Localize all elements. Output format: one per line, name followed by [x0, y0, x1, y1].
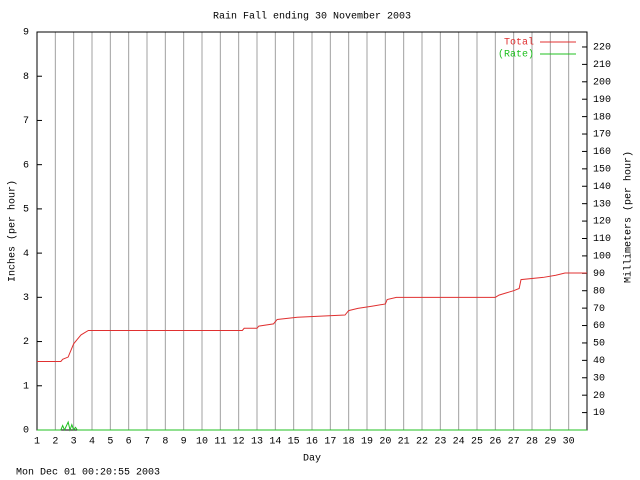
x-tick-label: 28	[526, 437, 538, 448]
x-tick-label: 6	[126, 437, 132, 448]
y2-tick-label: 110	[593, 234, 611, 245]
x-tick-label: 11	[214, 437, 226, 448]
x-tick-label: 17	[324, 437, 336, 448]
x-tick-label: 20	[379, 437, 391, 448]
y-tick-label: 5	[23, 205, 29, 216]
y2-tick-label: 180	[593, 112, 611, 123]
x-tick-label: 13	[251, 437, 263, 448]
x-tick-label: 29	[544, 437, 556, 448]
x-tick-label: 15	[288, 437, 300, 448]
x-tick-label: 1	[34, 437, 40, 448]
x-tick-label: 4	[89, 437, 95, 448]
y2-tick-label: 100	[593, 252, 611, 263]
x-tick-label: 18	[343, 437, 355, 448]
y2-tick-label: 10	[593, 408, 605, 419]
x-tick-label: 9	[181, 437, 187, 448]
data-line	[37, 420, 587, 432]
x-tick-label: 19	[361, 437, 373, 448]
legend-label: Total	[504, 37, 534, 49]
y2-tick-label: 200	[593, 77, 611, 88]
y2-tick-label: 130	[593, 199, 611, 210]
y2-tick-label: 30	[593, 373, 605, 384]
footer: Mon Dec 01 00:20:55 2003	[16, 468, 160, 479]
y2-tick-label: 150	[593, 164, 611, 175]
y2-tick-label: 220	[593, 43, 611, 54]
y-tick-label: 2	[23, 337, 29, 348]
y2-tick-label: 70	[593, 304, 605, 315]
y2-tick-label: 90	[593, 269, 605, 280]
y-tick-label: 8	[23, 72, 29, 83]
chart-title: Rain Fall ending 30 November 2003	[213, 11, 411, 23]
y2-axis-label: Millimeters (per hour)	[623, 151, 635, 283]
y2-tick-label: 120	[593, 217, 611, 228]
x-tick-label: 10	[196, 437, 208, 448]
y2-tick-label: 20	[593, 391, 605, 402]
x-tick-label: 21	[398, 437, 410, 448]
x-tick-label: 2	[52, 437, 58, 448]
y2-tick-label: 170	[593, 130, 611, 141]
x-tick-label: 25	[471, 437, 483, 448]
x-tick-label: 8	[162, 437, 168, 448]
y2-tick-label: 50	[593, 339, 605, 350]
y-tick-label: 0	[23, 426, 29, 437]
y-tick-label: 1	[23, 381, 29, 392]
x-tick-label: 12	[233, 437, 245, 448]
y2-tick-label: 40	[593, 356, 605, 367]
x-axis-label: Day	[303, 454, 321, 465]
y-tick-label: 4	[23, 249, 29, 260]
legend-label: (Rate)	[498, 49, 534, 61]
y-axis-label: Inches (per hour)	[7, 180, 19, 282]
data-line	[37, 272, 587, 362]
y2-tick-label: 160	[593, 147, 611, 158]
x-tick-label: 23	[434, 437, 446, 448]
x-tick-label: 3	[71, 437, 77, 448]
x-tick-label: 14	[269, 437, 281, 448]
y2-tick-label: 190	[593, 95, 611, 106]
x-tick-label: 16	[306, 437, 318, 448]
y-tick-label: 7	[23, 116, 29, 127]
x-tick-label: 24	[453, 437, 465, 448]
x-tick-label: 7	[144, 437, 150, 448]
x-tick-label: 5	[107, 437, 113, 448]
y-tick-label: 3	[23, 293, 29, 304]
y-tick-label: 6	[23, 160, 29, 171]
y2-tick-label: 80	[593, 286, 605, 297]
y-tick-label: 9	[23, 28, 29, 39]
x-tick-label: 30	[563, 437, 575, 448]
y2-tick-label: 60	[593, 321, 605, 332]
x-tick-label: 27	[508, 437, 520, 448]
x-tick-label: 22	[416, 437, 428, 448]
y2-tick-label: 210	[593, 60, 611, 71]
x-tick-label: 26	[489, 437, 501, 448]
y2-tick-label: 140	[593, 182, 611, 193]
